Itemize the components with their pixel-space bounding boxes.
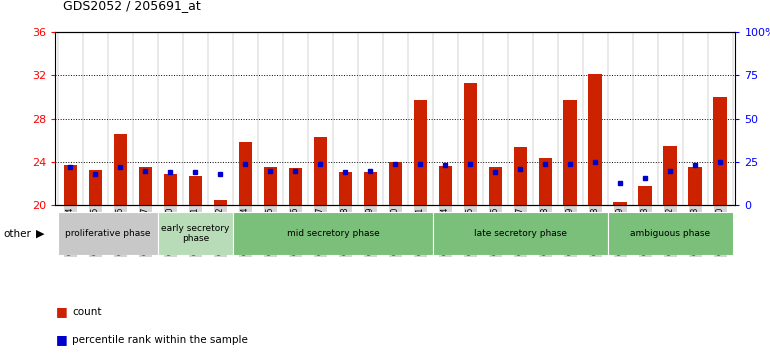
Text: percentile rank within the sample: percentile rank within the sample	[72, 335, 248, 345]
Bar	[163, 174, 177, 205]
Text: ■: ■	[55, 305, 67, 318]
Bar	[514, 147, 527, 205]
Bar	[564, 100, 578, 205]
Bar	[158, 212, 233, 255]
Bar	[363, 172, 377, 205]
Bar	[714, 97, 727, 205]
Text: ambiguous phase: ambiguous phase	[631, 229, 711, 238]
Bar	[64, 165, 77, 205]
Bar	[664, 146, 678, 205]
Bar	[189, 176, 203, 205]
Text: other: other	[3, 229, 31, 239]
Bar	[213, 200, 227, 205]
Bar	[638, 186, 652, 205]
Text: early secretory
phase: early secretory phase	[161, 224, 229, 243]
Bar	[89, 170, 102, 205]
Bar	[588, 74, 602, 205]
Bar	[239, 142, 253, 205]
Bar	[113, 134, 127, 205]
Bar	[233, 212, 433, 255]
Bar	[263, 167, 277, 205]
Text: count: count	[72, 307, 102, 316]
Bar	[413, 100, 427, 205]
Bar	[433, 212, 608, 255]
Bar	[313, 137, 327, 205]
Bar	[608, 212, 733, 255]
Bar	[139, 167, 152, 205]
Text: GDS2052 / 205691_at: GDS2052 / 205691_at	[63, 0, 201, 12]
Text: proliferative phase: proliferative phase	[65, 229, 151, 238]
Bar	[289, 169, 303, 205]
Bar	[464, 83, 477, 205]
Text: late secretory phase: late secretory phase	[474, 229, 567, 238]
Text: ■: ■	[55, 333, 67, 346]
Bar	[389, 162, 402, 205]
Bar	[438, 166, 452, 205]
Bar	[58, 212, 158, 255]
Bar	[538, 158, 552, 205]
Bar	[614, 202, 628, 205]
Bar	[488, 167, 502, 205]
Text: mid secretory phase: mid secretory phase	[286, 229, 380, 238]
Text: ▶: ▶	[36, 229, 45, 239]
Bar	[688, 167, 702, 205]
Bar	[339, 172, 353, 205]
